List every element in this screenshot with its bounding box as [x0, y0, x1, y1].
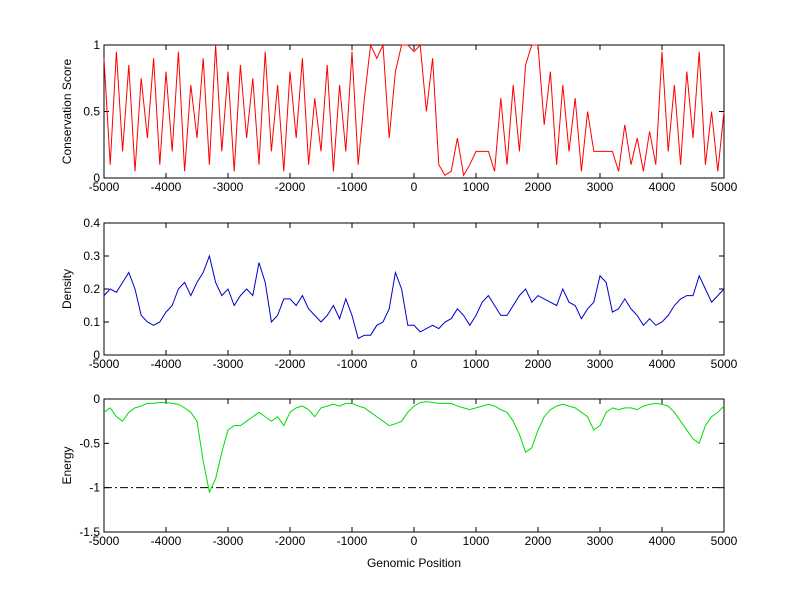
x-tick-label: 3000 [587, 534, 614, 548]
x-tick-label: 4000 [649, 534, 676, 548]
y-tick-label: 0 [93, 392, 100, 406]
y-tick-label: 0.4 [83, 216, 100, 230]
plot-area [103, 222, 725, 356]
x-tick-label: -5000 [89, 357, 120, 371]
x-tick-label: 0 [411, 180, 418, 194]
y-axis-label: Conservation Score [60, 58, 74, 164]
x-tick-label: -1000 [337, 357, 368, 371]
x-tick-label: 1000 [463, 180, 490, 194]
x-tick-label: 5000 [711, 534, 738, 548]
x-tick-label: -2000 [275, 357, 306, 371]
y-tick-label: 0 [93, 348, 100, 362]
x-tick-label: 3000 [587, 357, 614, 371]
y-tick-label: -0.5 [79, 436, 100, 450]
y-tick-label: 0.5 [83, 105, 100, 119]
y-axis-label: Energy [60, 446, 74, 484]
y-tick-label: 0.1 [83, 315, 100, 329]
x-tick-label: -4000 [151, 534, 182, 548]
x-tick-label: -5000 [89, 180, 120, 194]
x-tick-label: 2000 [525, 357, 552, 371]
data-line [103, 254, 725, 340]
x-tick-label: 4000 [649, 357, 676, 371]
y-tick-label: 0.2 [83, 282, 100, 296]
x-tick-label: -2000 [275, 180, 306, 194]
x-tick-label: 5000 [711, 357, 738, 371]
y-tick-label: -1 [89, 481, 100, 495]
data-line [103, 401, 725, 494]
x-tick-label: 0 [411, 534, 418, 548]
x-tick-label: 0 [411, 357, 418, 371]
y-tick-label: 0.3 [83, 249, 100, 263]
x-tick-label: 1000 [463, 357, 490, 371]
x-tick-label: -4000 [151, 357, 182, 371]
subplot: -5000 -4000 -3000 -2000 -1000 0 1000 2000 3000 40… [60, 38, 738, 194]
plot-area [103, 44, 725, 179]
x-tick-label: -2000 [275, 534, 306, 548]
plot-area [103, 398, 725, 533]
y-tick-label: 0 [93, 171, 100, 185]
data-line [103, 43, 725, 177]
x-tick-label: 2000 [525, 180, 552, 194]
x-tick-label: 5000 [711, 180, 738, 194]
subplot: -5000 -4000 -3000 -2000 -1000 0 1000 2000 3000 40… [60, 392, 738, 570]
x-tick-label: -3000 [213, 180, 244, 194]
y-axis-label: Density [60, 269, 74, 309]
x-tick-label: -1000 [337, 180, 368, 194]
x-tick-label: -4000 [151, 180, 182, 194]
x-tick-label: 4000 [649, 180, 676, 194]
x-tick-label: -1000 [337, 534, 368, 548]
x-tick-label: -3000 [213, 357, 244, 371]
y-tick-label: -1.5 [79, 525, 100, 539]
x-tick-label: 2000 [525, 534, 552, 548]
x-tick-label: -3000 [213, 534, 244, 548]
x-axis-label: Genomic Position [367, 556, 461, 570]
y-tick-label: 1 [93, 38, 100, 52]
x-tick-label: 1000 [463, 534, 490, 548]
x-tick-label: 3000 [587, 180, 614, 194]
subplot: -5000 -4000 -3000 -2000 -1000 0 1000 2000 3000 40… [60, 216, 738, 371]
x-tick-label: -5000 [89, 534, 120, 548]
